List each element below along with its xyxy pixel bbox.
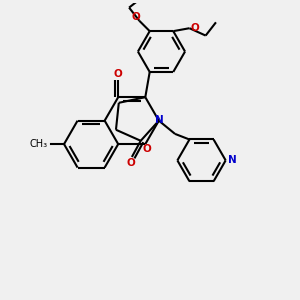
Text: O: O xyxy=(114,69,123,79)
Text: O: O xyxy=(127,158,136,168)
Text: N: N xyxy=(155,115,164,125)
Text: N: N xyxy=(228,155,236,165)
Text: O: O xyxy=(142,144,151,154)
Text: O: O xyxy=(131,12,140,22)
Text: CH₃: CH₃ xyxy=(30,139,48,149)
Text: O: O xyxy=(190,23,199,33)
